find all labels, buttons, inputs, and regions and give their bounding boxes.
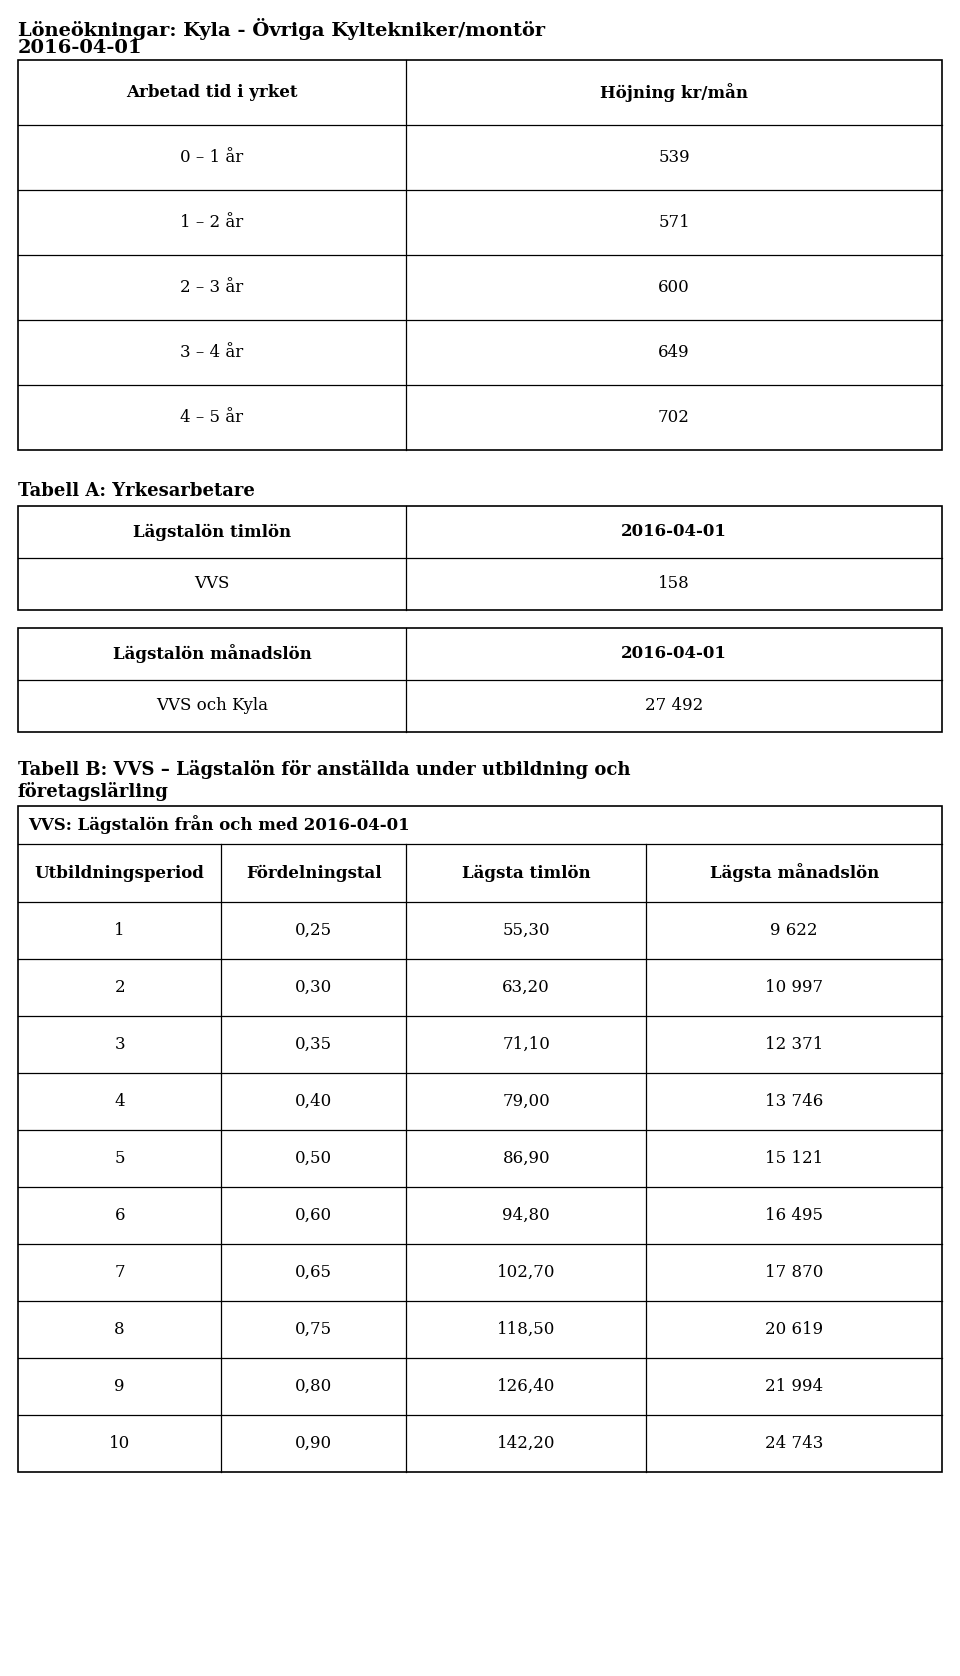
Text: 649: 649 — [659, 344, 690, 360]
Text: 0,80: 0,80 — [295, 1378, 332, 1394]
Text: 0,90: 0,90 — [295, 1435, 332, 1451]
Text: 71,10: 71,10 — [502, 1036, 550, 1053]
Bar — [18, 806, 942, 1472]
Text: 4: 4 — [114, 1093, 125, 1110]
Text: 12 371: 12 371 — [765, 1036, 824, 1053]
Text: 539: 539 — [659, 149, 690, 166]
Text: 7: 7 — [114, 1264, 125, 1280]
Text: Tabell B: VVS – Lägstalön för anställda under utbildning och
företagslärling: Tabell B: VVS – Lägstalön för anställda … — [18, 759, 631, 801]
Text: 21 994: 21 994 — [765, 1378, 824, 1394]
Text: 8: 8 — [114, 1321, 125, 1337]
Text: 63,20: 63,20 — [502, 979, 550, 996]
Text: 4 – 5 år: 4 – 5 år — [180, 409, 244, 426]
Text: 10: 10 — [109, 1435, 131, 1451]
Text: 10 997: 10 997 — [765, 979, 824, 996]
Text: Tabell A: Yrkesarbetare: Tabell A: Yrkesarbetare — [18, 483, 254, 499]
Text: 6: 6 — [114, 1207, 125, 1223]
Text: 3 – 4 år: 3 – 4 år — [180, 344, 244, 360]
Text: Utbildningsperiod: Utbildningsperiod — [35, 865, 204, 882]
Text: 16 495: 16 495 — [765, 1207, 823, 1223]
Text: 0 – 1 år: 0 – 1 år — [180, 149, 244, 166]
Text: 126,40: 126,40 — [497, 1378, 556, 1394]
Text: VVS: VVS — [194, 575, 229, 593]
Text: Lägstalön månadslön: Lägstalön månadslön — [112, 645, 311, 664]
Text: 13 746: 13 746 — [765, 1093, 824, 1110]
Text: 55,30: 55,30 — [502, 922, 550, 939]
Text: 118,50: 118,50 — [497, 1321, 556, 1337]
Text: 702: 702 — [659, 409, 690, 426]
Text: VVS och Kyla: VVS och Kyla — [156, 697, 268, 714]
Text: 0,60: 0,60 — [295, 1207, 332, 1223]
Text: Lägstalön timlön: Lägstalön timlön — [133, 523, 291, 541]
Text: 0,40: 0,40 — [295, 1093, 332, 1110]
Text: 0,65: 0,65 — [295, 1264, 332, 1280]
Text: 17 870: 17 870 — [765, 1264, 824, 1280]
Text: 0,50: 0,50 — [295, 1150, 332, 1166]
Text: 27 492: 27 492 — [645, 697, 703, 714]
Text: Arbetad tid i yrket: Arbetad tid i yrket — [127, 84, 298, 101]
Text: 94,80: 94,80 — [502, 1207, 550, 1223]
Text: 3: 3 — [114, 1036, 125, 1053]
Text: Lägsta timlön: Lägsta timlön — [462, 865, 590, 882]
Text: Lägsta månadslön: Lägsta månadslön — [709, 863, 878, 883]
Text: 15 121: 15 121 — [765, 1150, 824, 1166]
Text: 600: 600 — [659, 278, 690, 297]
Text: 86,90: 86,90 — [502, 1150, 550, 1166]
Text: 158: 158 — [659, 575, 690, 593]
Text: 102,70: 102,70 — [497, 1264, 556, 1280]
Text: 0,25: 0,25 — [295, 922, 332, 939]
Text: 0,35: 0,35 — [295, 1036, 332, 1053]
Text: Löneökningar: Kyla - Övriga Kyltekniker/montör: Löneökningar: Kyla - Övriga Kyltekniker/… — [18, 18, 545, 40]
Text: Höjning kr/mån: Höjning kr/mån — [600, 84, 748, 102]
Text: 2 – 3 år: 2 – 3 år — [180, 278, 244, 297]
Text: Fördelningstal: Fördelningstal — [246, 865, 381, 882]
Bar — [18, 628, 942, 732]
Text: 0,30: 0,30 — [295, 979, 332, 996]
Text: 1: 1 — [114, 922, 125, 939]
Text: 5: 5 — [114, 1150, 125, 1166]
Text: 2016-04-01: 2016-04-01 — [18, 39, 143, 57]
Bar — [18, 506, 942, 610]
Text: 2: 2 — [114, 979, 125, 996]
Text: 79,00: 79,00 — [502, 1093, 550, 1110]
Bar — [18, 60, 942, 449]
Text: 142,20: 142,20 — [497, 1435, 556, 1451]
Text: 571: 571 — [659, 215, 690, 231]
Text: 0,75: 0,75 — [295, 1321, 332, 1337]
Text: 9 622: 9 622 — [771, 922, 818, 939]
Text: 1 – 2 år: 1 – 2 år — [180, 215, 244, 231]
Text: 20 619: 20 619 — [765, 1321, 824, 1337]
Text: 9: 9 — [114, 1378, 125, 1394]
Text: 2016-04-01: 2016-04-01 — [621, 523, 727, 540]
Text: VVS: Lägstalön från och med 2016-04-01: VVS: Lägstalön från och med 2016-04-01 — [28, 816, 410, 835]
Text: 24 743: 24 743 — [765, 1435, 824, 1451]
Text: 2016-04-01: 2016-04-01 — [621, 645, 727, 662]
